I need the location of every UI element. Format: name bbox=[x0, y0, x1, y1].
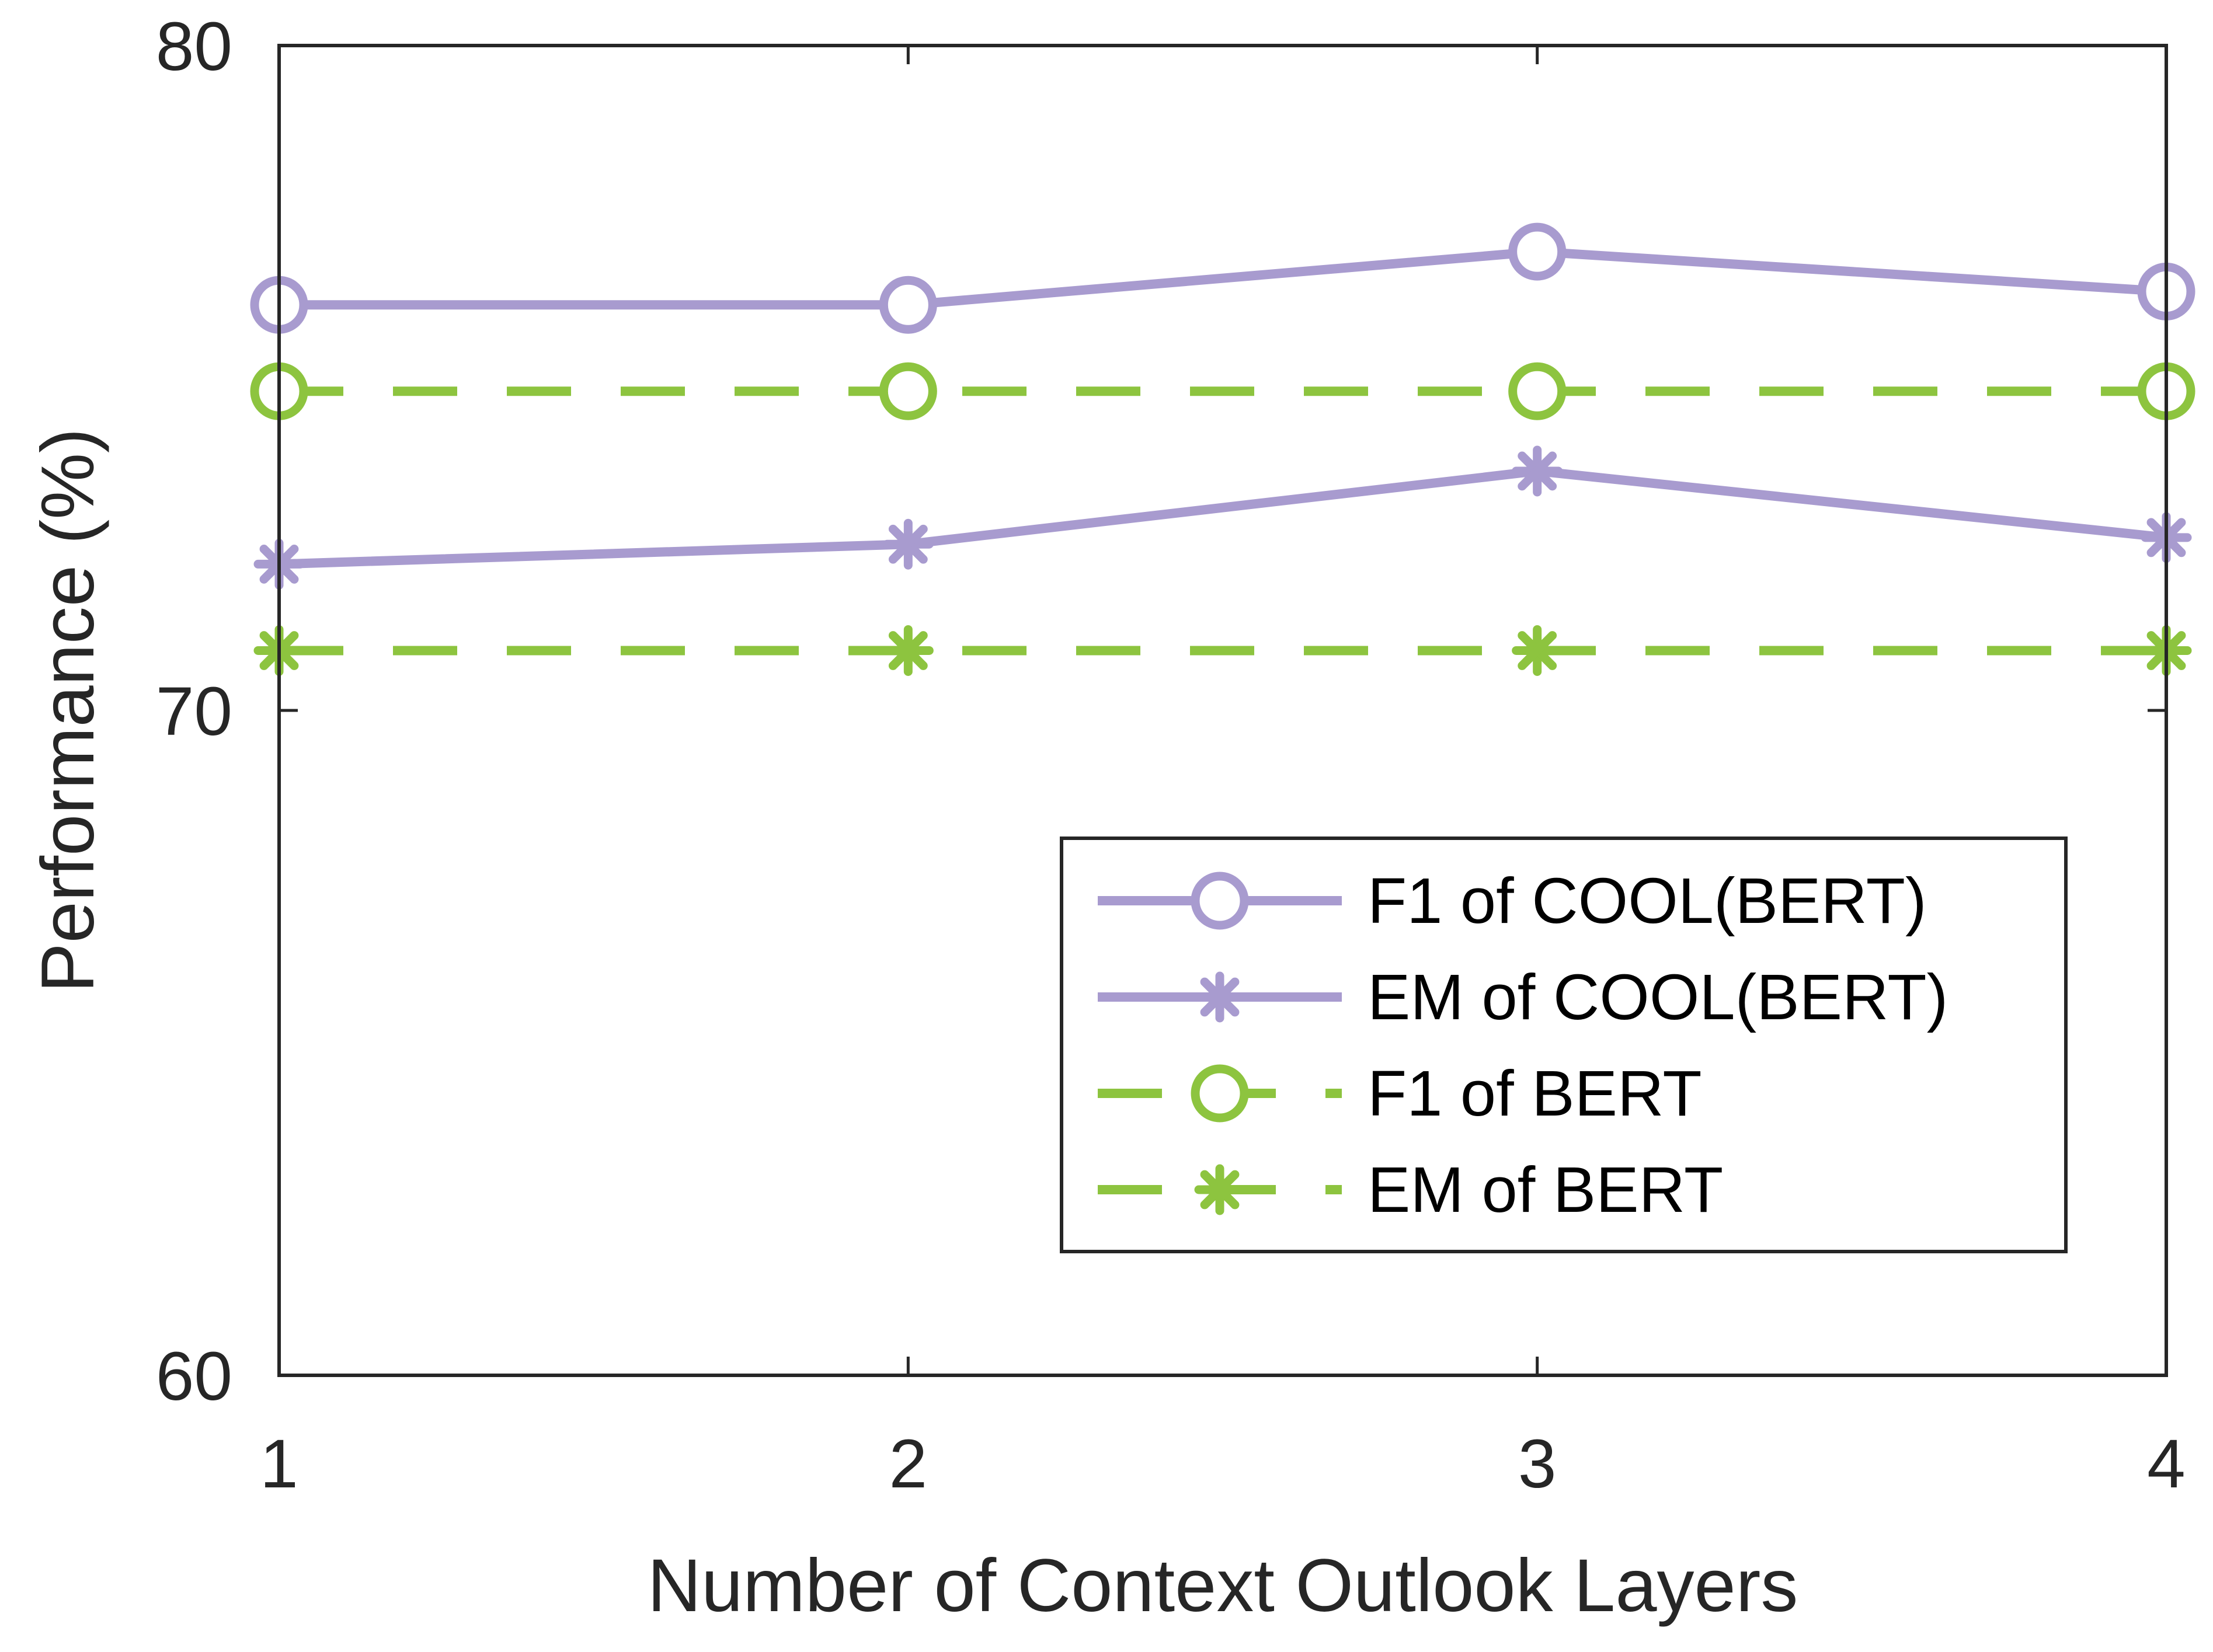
legend-marker bbox=[1194, 971, 1245, 1023]
legend-label: F1 of COOL(BERT) bbox=[1368, 865, 1927, 937]
data-point-marker bbox=[879, 276, 937, 334]
series-f1-of-cool-bert bbox=[250, 222, 2195, 334]
x-tick-labels: 1 2 3 4 bbox=[260, 1426, 2186, 1503]
data-point-marker bbox=[882, 518, 934, 570]
series-em-of-bert bbox=[253, 625, 2192, 676]
x-axis-label: Number of Context Outlook Layers bbox=[648, 1544, 1798, 1627]
data-point-marker bbox=[1512, 625, 1563, 676]
data-point-marker bbox=[1512, 445, 1563, 497]
legend-marker-stroke bbox=[1200, 977, 1240, 1017]
legend-entry: EM of BERT bbox=[1098, 1154, 1723, 1226]
legend-label: EM of COOL(BERT) bbox=[1368, 961, 1948, 1033]
legend-marker bbox=[1194, 1164, 1245, 1215]
data-point-marker bbox=[882, 625, 934, 676]
data-point-marker-stroke bbox=[1518, 631, 1557, 670]
series-layer bbox=[250, 222, 2195, 676]
x-tick-label: 3 bbox=[1518, 1426, 1557, 1503]
legend-label: F1 of BERT bbox=[1368, 1058, 1702, 1130]
legend-label: EM of BERT bbox=[1368, 1154, 1723, 1226]
data-point-marker bbox=[1508, 362, 1567, 420]
x-tick-label: 1 bbox=[260, 1426, 298, 1503]
data-point-marker-stroke bbox=[1518, 451, 1557, 491]
series-em-of-cool-bert bbox=[253, 445, 2192, 590]
x-tick-label: 2 bbox=[889, 1426, 928, 1503]
legend-marker bbox=[1191, 1064, 1249, 1123]
y-tick-labels: 60 70 80 bbox=[156, 8, 232, 1415]
x-tick-label: 4 bbox=[2147, 1426, 2186, 1503]
data-point-marker bbox=[879, 362, 937, 420]
y-tick-label: 60 bbox=[156, 1338, 232, 1415]
legend-entry: EM of COOL(BERT) bbox=[1098, 961, 1948, 1033]
y-tick-label: 80 bbox=[156, 8, 232, 85]
y-tick-label: 70 bbox=[156, 673, 232, 750]
data-point-marker-stroke bbox=[888, 524, 928, 564]
series-f1-of-bert bbox=[250, 362, 2195, 420]
series-line bbox=[279, 247, 2167, 310]
legend-marker bbox=[1191, 872, 1249, 930]
legend-marker-stroke bbox=[1200, 1170, 1240, 1210]
data-point-marker bbox=[1508, 222, 1567, 281]
series-line bbox=[279, 466, 2167, 569]
legend-entry: F1 of COOL(BERT) bbox=[1098, 865, 1927, 937]
data-point-marker-stroke bbox=[888, 631, 928, 670]
legend: F1 of COOL(BERT) EM of COOL(BERT) F1 of BE… bbox=[1060, 837, 2068, 1253]
legend-entry: F1 of BERT bbox=[1098, 1058, 1702, 1130]
plot-frame bbox=[277, 44, 2168, 1377]
y-axis-label: Performance (%) bbox=[26, 428, 110, 992]
